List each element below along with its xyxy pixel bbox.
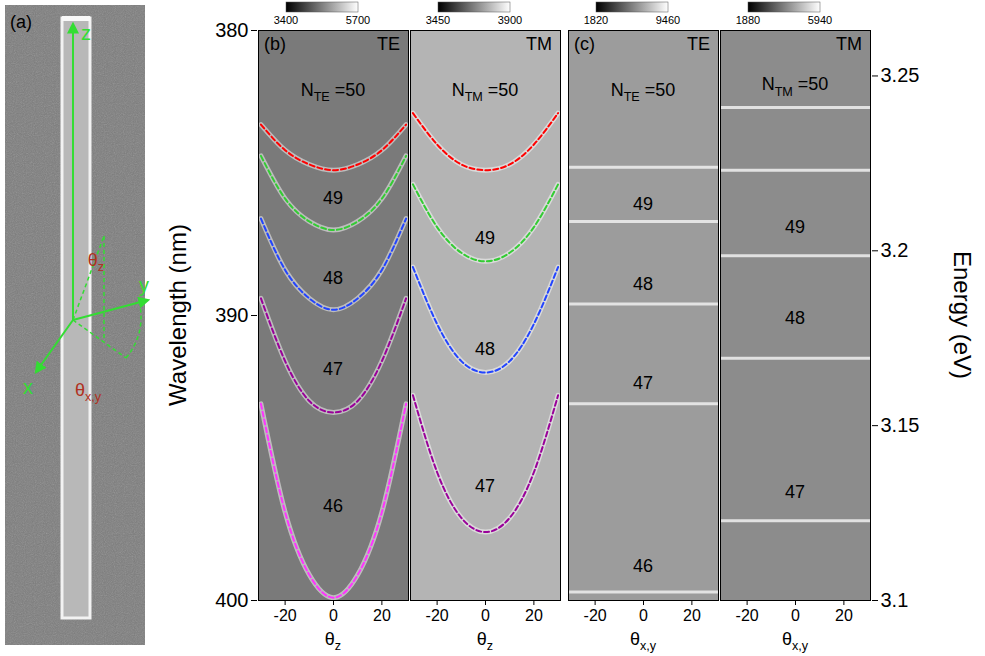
svg-text:47: 47 (323, 359, 343, 379)
svg-text:20: 20 (835, 607, 853, 624)
svg-text:3450: 3450 (426, 14, 450, 26)
svg-text:θx,y: θx,y (782, 629, 809, 653)
svg-text:48: 48 (323, 268, 343, 288)
svg-text:47: 47 (785, 482, 805, 502)
svg-text:3.1: 3.1 (881, 589, 909, 611)
svg-text:5940: 5940 (808, 14, 832, 26)
svg-text:46: 46 (323, 496, 343, 516)
svg-text:θz: θz (477, 629, 493, 653)
svg-text:20: 20 (373, 607, 391, 624)
svg-text:TM: TM (836, 34, 862, 54)
svg-text:θz: θz (88, 250, 104, 274)
svg-text:NTE =50: NTE =50 (301, 80, 366, 104)
svg-text:-20: -20 (426, 607, 449, 624)
svg-text:(b): (b) (264, 34, 286, 54)
svg-text:NTM =50: NTM =50 (452, 80, 519, 104)
svg-text:θx,y: θx,y (75, 380, 102, 404)
svg-text:1820: 1820 (584, 14, 608, 26)
svg-text:380: 380 (215, 19, 248, 41)
svg-text:-20: -20 (274, 607, 297, 624)
svg-text:48: 48 (785, 308, 805, 328)
svg-text:3400: 3400 (274, 14, 298, 26)
svg-text:48: 48 (633, 274, 653, 294)
svg-text:49: 49 (785, 217, 805, 237)
svg-text:49: 49 (633, 194, 653, 214)
svg-text:3.15: 3.15 (881, 414, 920, 436)
svg-text:400: 400 (215, 589, 248, 611)
svg-text:Energy (eV): Energy (eV) (949, 251, 976, 379)
svg-text:0: 0 (329, 607, 338, 624)
svg-text:z: z (81, 22, 91, 44)
svg-text:47: 47 (475, 476, 495, 496)
svg-text:20: 20 (683, 607, 701, 624)
svg-text:Wavelength (nm): Wavelength (nm) (164, 224, 191, 406)
svg-text:TM: TM (526, 34, 552, 54)
svg-text:9460: 9460 (656, 14, 680, 26)
svg-text:0: 0 (639, 607, 648, 624)
svg-text:0: 0 (791, 607, 800, 624)
svg-text:48: 48 (475, 339, 495, 359)
svg-text:49: 49 (323, 188, 343, 208)
svg-text:46: 46 (633, 556, 653, 576)
svg-text:3.25: 3.25 (881, 64, 920, 86)
svg-text:TE: TE (687, 34, 710, 54)
svg-text:TE: TE (377, 34, 400, 54)
svg-text:47: 47 (633, 373, 653, 393)
svg-text:NTM =50: NTM =50 (762, 74, 829, 98)
svg-text:x: x (23, 376, 33, 398)
svg-text:5700: 5700 (346, 14, 370, 26)
svg-text:NTE =50: NTE =50 (611, 80, 676, 104)
svg-text:-20: -20 (736, 607, 759, 624)
svg-text:390: 390 (215, 304, 248, 326)
svg-text:(c): (c) (574, 34, 595, 54)
svg-text:3.2: 3.2 (881, 239, 909, 261)
svg-text:y: y (139, 274, 149, 296)
svg-text:1880: 1880 (736, 14, 760, 26)
svg-text:θz: θz (325, 629, 341, 653)
svg-text:49: 49 (475, 228, 495, 248)
svg-text:20: 20 (525, 607, 543, 624)
svg-text:θx,y: θx,y (630, 629, 657, 653)
svg-text:0: 0 (481, 607, 490, 624)
svg-text:3900: 3900 (498, 14, 522, 26)
svg-text:(a): (a) (10, 12, 32, 32)
svg-text:-20: -20 (584, 607, 607, 624)
